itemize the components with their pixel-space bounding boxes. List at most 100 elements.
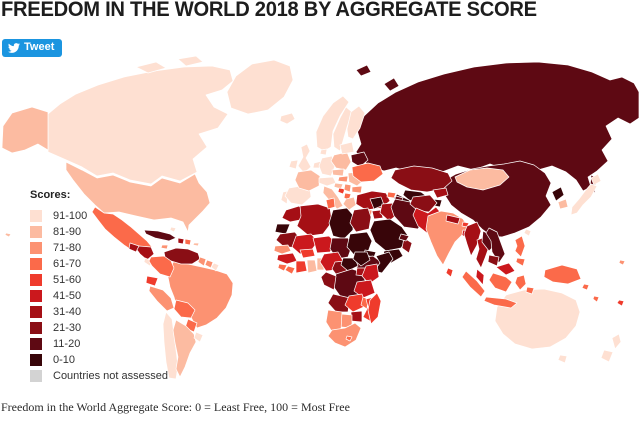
country-belarus[interactable] — [350, 151, 369, 168]
country-canada-arctic[interactable] — [135, 61, 167, 74]
country-haiti[interactable] — [177, 237, 185, 245]
country-russia-arctic[interactable] — [383, 77, 400, 92]
country-colombia[interactable] — [148, 255, 175, 278]
country-lesotho[interactable] — [345, 335, 353, 342]
country-new-guinea[interactable] — [543, 264, 582, 285]
country-japan-hokkaido[interactable] — [590, 173, 602, 186]
country-peru[interactable] — [148, 285, 175, 312]
country-indonesia-borneo[interactable] — [488, 272, 513, 293]
country-taiwan[interactable] — [523, 228, 532, 237]
country-bulgaria[interactable] — [351, 185, 363, 194]
country-south-korea[interactable] — [557, 198, 569, 210]
country-puerto-rico[interactable] — [192, 242, 200, 247]
country-bosnia[interactable] — [337, 187, 346, 195]
country-guatemala[interactable] — [128, 242, 140, 253]
country-argentina[interactable] — [172, 319, 197, 378]
country-australia[interactable] — [494, 288, 581, 350]
country-cuba[interactable] — [143, 229, 177, 242]
country-indonesia-sulawesi[interactable] — [514, 274, 527, 291]
country-france[interactable] — [294, 169, 321, 192]
country-usa[interactable] — [65, 161, 211, 233]
country-south-africa[interactable] — [327, 322, 362, 348]
country-vietnam[interactable] — [485, 227, 506, 264]
country-dominican-republic[interactable] — [184, 238, 192, 246]
country-canada[interactable] — [47, 65, 234, 185]
country-new-zealand-south[interactable] — [600, 349, 614, 363]
country-greenland[interactable] — [226, 59, 294, 115]
country-denmark[interactable] — [319, 148, 328, 156]
country-ireland[interactable] — [288, 159, 299, 170]
country-russia-arctic-2[interactable] — [355, 64, 372, 77]
country-indonesia-east[interactable] — [525, 286, 535, 295]
country-south-sudan[interactable] — [352, 251, 371, 267]
country-alpine[interactable] — [318, 176, 337, 187]
country-zambia[interactable] — [344, 293, 367, 313]
country-philippines-mindanao[interactable] — [515, 257, 526, 267]
country-norway[interactable] — [315, 95, 350, 152]
country-japan[interactable] — [570, 183, 598, 216]
country-western-sahara[interactable] — [274, 223, 291, 235]
country-sweden[interactable] — [332, 106, 353, 152]
country-ghana[interactable] — [306, 259, 318, 274]
country-malaysia-borneo[interactable] — [495, 262, 516, 276]
country-ecuador[interactable] — [145, 275, 159, 287]
country-sierra-leone[interactable] — [277, 263, 288, 272]
country-egypt[interactable] — [349, 207, 372, 233]
country-serbia[interactable] — [343, 183, 352, 193]
country-suriname[interactable] — [204, 259, 214, 269]
country-liberia[interactable] — [284, 265, 296, 275]
country-cambodia[interactable] — [487, 254, 500, 267]
country-new-zealand-north[interactable] — [611, 333, 622, 350]
country-uk[interactable] — [297, 143, 312, 174]
country-greece[interactable] — [342, 196, 357, 211]
country-oman[interactable] — [401, 237, 413, 254]
country-hungary[interactable] — [337, 175, 349, 183]
country-brazil[interactable] — [167, 260, 234, 329]
country-georgia[interactable] — [386, 191, 397, 199]
country-finland[interactable] — [346, 105, 366, 140]
country-uae[interactable] — [398, 233, 410, 242]
country-mongolia[interactable] — [454, 167, 510, 191]
country-india[interactable] — [425, 210, 470, 266]
country-australia-tasmania[interactable] — [557, 354, 568, 364]
country-zimbabwe[interactable] — [350, 310, 363, 323]
country-alaska[interactable] — [1, 106, 49, 154]
country-fiji[interactable] — [616, 299, 625, 307]
country-indonesia-java[interactable] — [483, 296, 518, 309]
country-tanzania[interactable] — [353, 279, 376, 299]
country-guyana[interactable] — [197, 256, 207, 267]
country-bahamas[interactable] — [169, 226, 177, 233]
country-ivory-coast[interactable] — [295, 260, 308, 274]
country-nepal[interactable] — [445, 214, 461, 225]
country-somalia[interactable] — [373, 251, 394, 274]
country-libya[interactable] — [328, 207, 354, 240]
country-tunisia[interactable] — [325, 197, 336, 210]
country-algeria[interactable] — [296, 203, 333, 237]
country-vanuatu[interactable] — [592, 295, 600, 303]
country-sri-lanka[interactable] — [445, 267, 454, 278]
country-russia[interactable] — [355, 61, 640, 192]
country-burkina-faso[interactable] — [299, 248, 316, 259]
country-iceland[interactable] — [279, 112, 296, 125]
country-solomon-islands[interactable] — [581, 283, 590, 291]
country-french-guiana[interactable] — [210, 262, 220, 272]
country-bolivia[interactable] — [173, 299, 196, 319]
country-kyrgyzstan[interactable] — [432, 187, 449, 199]
country-north-korea[interactable] — [551, 186, 565, 202]
country-uruguay[interactable] — [193, 331, 204, 343]
country-malaysia[interactable] — [475, 268, 485, 286]
country-ukraine[interactable] — [351, 162, 384, 183]
tweet-button[interactable]: Tweet — [2, 39, 63, 57]
country-kenya[interactable] — [361, 263, 380, 285]
country-canada-arctic-2[interactable] — [177, 55, 204, 67]
country-baltics[interactable] — [339, 141, 355, 155]
country-guinea[interactable] — [276, 252, 298, 265]
country-czech-slovakia[interactable] — [331, 168, 345, 177]
country-philippines[interactable] — [514, 235, 526, 258]
country-myanmar[interactable] — [463, 221, 482, 257]
country-samoa[interactable] — [618, 259, 626, 266]
country-madagascar[interactable] — [367, 292, 382, 325]
country-indonesia-sumatra[interactable] — [461, 270, 486, 298]
country-gabon-congo[interactable] — [320, 271, 337, 291]
country-saudi-arabia[interactable] — [369, 218, 410, 252]
